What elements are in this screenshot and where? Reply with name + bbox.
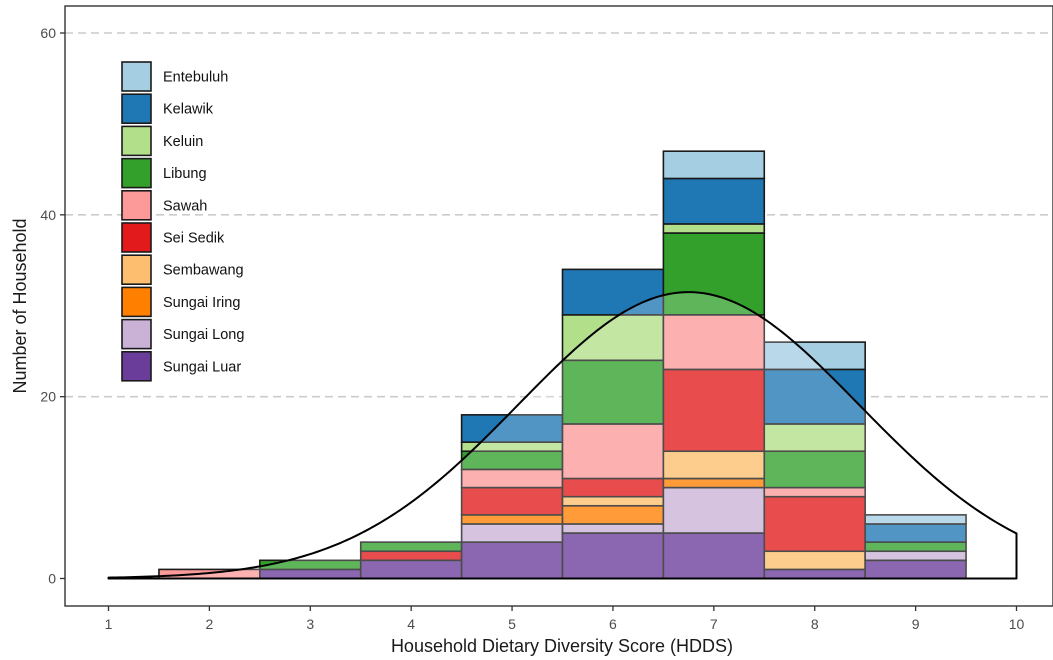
bar-segment <box>662 486 766 534</box>
bar-segment <box>662 150 766 180</box>
x-tick-label: 6 <box>609 616 617 632</box>
legend-key <box>121 93 152 124</box>
y-tick-label: 60 <box>40 25 56 41</box>
x-tick-label: 9 <box>912 616 920 632</box>
legend-label: Sungai Iring <box>163 295 240 311</box>
x-tick-label: 8 <box>811 616 819 632</box>
legend-label: Sei Sedik <box>163 231 225 247</box>
x-tick-label: 3 <box>306 616 314 632</box>
y-tick-label: 40 <box>40 207 56 223</box>
legend-label: Libung <box>163 166 207 182</box>
bar-segment <box>561 314 665 362</box>
legend-key <box>121 254 152 285</box>
x-tick-label: 4 <box>407 616 415 632</box>
legend-key <box>121 286 152 318</box>
x-tick-label: 1 <box>105 616 113 632</box>
legend-key <box>121 157 152 189</box>
legend-label: Keluin <box>163 134 203 150</box>
density-curve-layer <box>107 291 1018 580</box>
legend: Entebuluh Kelawik Keluin Libung Sawah Sei Sed… <box>121 61 244 382</box>
legend-key <box>121 61 152 92</box>
bar-segment <box>662 368 766 453</box>
bar-segment <box>561 268 665 316</box>
legend-key <box>121 190 152 221</box>
density-curve <box>107 291 1018 580</box>
legend-key <box>121 318 152 350</box>
bar-segment <box>561 423 665 480</box>
legend-label: Entebuluh <box>163 70 228 86</box>
bar-segment <box>662 232 766 316</box>
bar-segment <box>662 314 766 371</box>
x-tick-label: 10 <box>1009 616 1025 632</box>
y-tick-label: 20 <box>40 389 56 405</box>
axes: 0 20 40 60 1 2 3 4 5 6 7 8 9 10 <box>40 5 1053 632</box>
legend-label: Sungai Luar <box>163 359 241 375</box>
y-tick-label: 0 <box>48 571 56 587</box>
x-tick-label: 2 <box>205 616 213 632</box>
x-axis-title: Household Dietary Diversity Score (HDDS) <box>391 636 733 656</box>
legend-label: Sungai Long <box>163 327 244 343</box>
x-tick-label: 5 <box>508 616 516 632</box>
x-tick-label: 7 <box>710 616 718 632</box>
bar-segment <box>763 341 866 371</box>
bar-segment <box>763 450 866 489</box>
bar-segment <box>662 223 766 234</box>
legend-label: Sembawang <box>163 263 244 279</box>
legend-key <box>121 350 152 382</box>
legend-key <box>121 222 152 253</box>
bar-segment <box>864 514 967 525</box>
bar-segment <box>662 450 766 480</box>
grid-lines <box>65 32 1053 398</box>
legend-key <box>121 125 152 157</box>
legend-label: Kelawik <box>163 102 214 118</box>
bar-segment <box>662 177 766 225</box>
y-axis-title: Number of Household <box>10 218 30 393</box>
legend-label: Sawah <box>163 198 207 214</box>
panel-border <box>64 5 1053 607</box>
